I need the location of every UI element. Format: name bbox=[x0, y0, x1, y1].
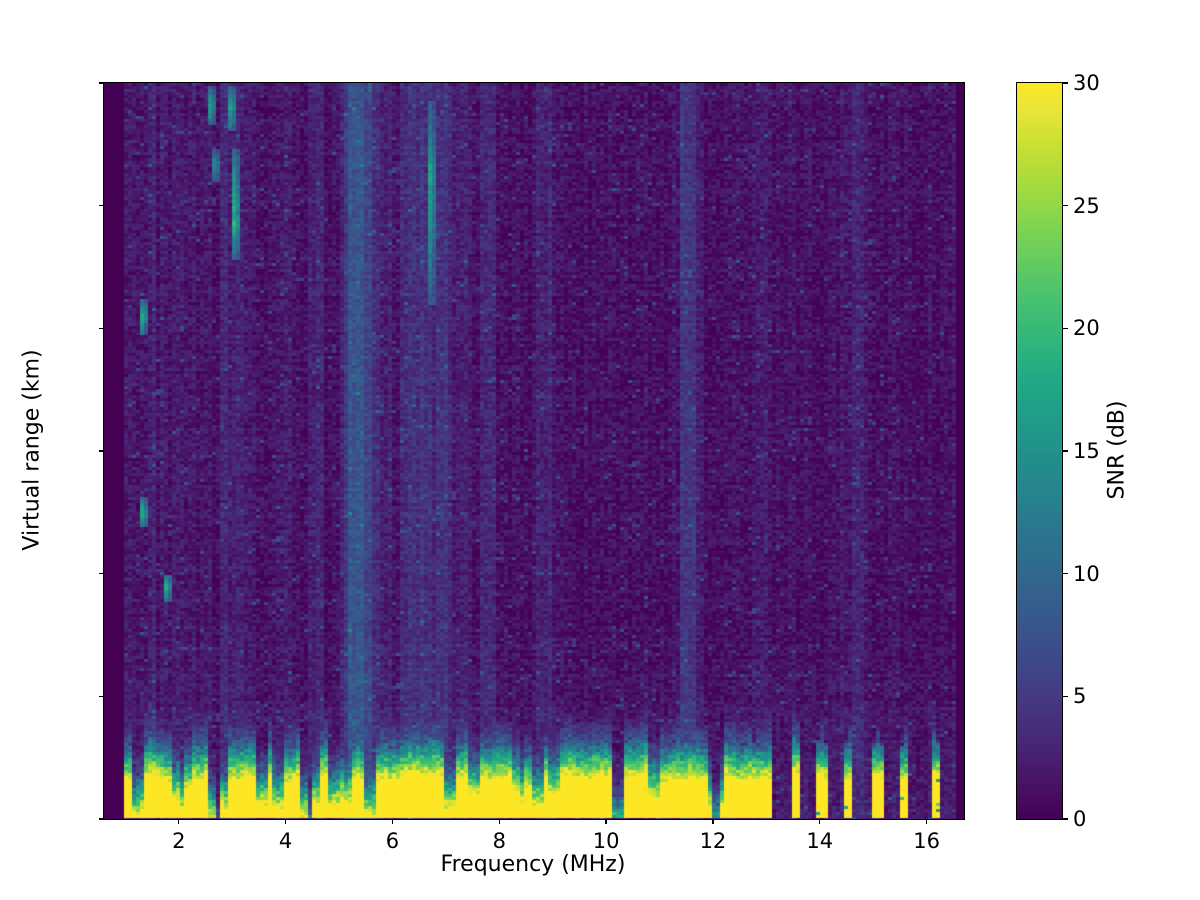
x-tick-14 bbox=[819, 820, 821, 824]
y-tick-500 bbox=[99, 205, 103, 207]
x-tick-10 bbox=[605, 820, 607, 824]
x-tick-6 bbox=[391, 820, 394, 824]
colorbar-label: SNR (dB) bbox=[1104, 400, 1130, 500]
x-ticklabel-8: 8 bbox=[492, 829, 506, 853]
plot-axes: 0100200300400500600246810121416 bbox=[99, 82, 965, 853]
y-axis-label: Virtual range (km) bbox=[19, 349, 45, 551]
x-tick-12 bbox=[712, 820, 714, 824]
y-tick-300 bbox=[99, 450, 103, 452]
colorbar-gradient bbox=[1017, 83, 1062, 819]
x-tick-8 bbox=[498, 820, 500, 824]
colorbar-ticklabel-15: 15 bbox=[1073, 439, 1100, 463]
x-ticklabel-12: 12 bbox=[699, 829, 727, 853]
colorbar-tick-5 bbox=[1063, 695, 1068, 697]
x-tick-16 bbox=[925, 820, 928, 824]
colorbar-tick-20 bbox=[1063, 327, 1068, 329]
ionogram-heatmap bbox=[104, 83, 964, 819]
x-ticklabel-16: 16 bbox=[913, 829, 940, 853]
x-ticklabel-14: 14 bbox=[806, 829, 834, 853]
colorbar-ticklabel-0: 0 bbox=[1073, 807, 1087, 831]
x-ticklabel-2: 2 bbox=[172, 829, 186, 853]
colorbar-tick-30 bbox=[1063, 82, 1068, 84]
x-ticklabel-4: 4 bbox=[278, 829, 293, 853]
x-tick-2 bbox=[178, 820, 180, 824]
colorbar-ticklabel-20: 20 bbox=[1073, 316, 1100, 341]
y-tick-400 bbox=[99, 327, 103, 329]
colorbar-ticklabel-30: 30 bbox=[1073, 71, 1100, 95]
y-tick-100 bbox=[99, 695, 103, 697]
y-tick-0 bbox=[99, 818, 103, 820]
x-ticklabel-6: 6 bbox=[385, 829, 400, 853]
colorbar-tick-0 bbox=[1063, 818, 1068, 820]
colorbar-tick-10 bbox=[1063, 573, 1068, 575]
y-tick-200 bbox=[99, 573, 103, 575]
colorbar-tick-25 bbox=[1063, 205, 1068, 207]
x-ticklabel-10: 10 bbox=[592, 829, 620, 853]
x-axis-label: Frequency (MHz) bbox=[440, 852, 626, 877]
x-tick-4 bbox=[284, 820, 287, 824]
colorbar-ticklabel-5: 5 bbox=[1073, 684, 1087, 709]
colorbar-tick-15 bbox=[1063, 450, 1068, 452]
y-tick-600 bbox=[99, 82, 103, 84]
colorbar-ticklabel-25: 25 bbox=[1073, 193, 1100, 218]
colorbar-ticklabel-10: 10 bbox=[1073, 561, 1100, 586]
colorbar: 0 5 10 15 20 25 30 bbox=[1016, 71, 1100, 831]
